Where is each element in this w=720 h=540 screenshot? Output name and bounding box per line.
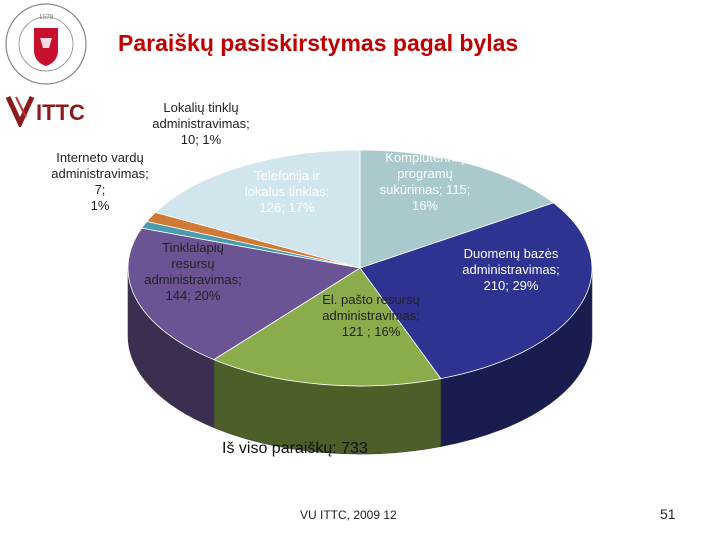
label-line: Duomenų bazės: [463, 246, 559, 261]
label-line: El. pašto resursų: [322, 292, 420, 307]
pie-slice-el-pa-to-resurs-administravimas: [212, 267, 442, 387]
label-line: programų: [397, 166, 453, 181]
data-label-database: Duomenų bazės administravimas; 210; 29%: [446, 246, 576, 294]
page-number: 51: [660, 506, 676, 522]
label-line: administravimas;: [462, 262, 560, 277]
label-line: 16%: [411, 198, 439, 213]
data-label-email: El. pašto resursų administravimas; 121 ;…: [308, 292, 434, 340]
pie-slice-telefonija-ir-lokalus-tinklas: [154, 149, 361, 269]
label-line: Kompiuterinių: [385, 150, 465, 165]
label-line: 126; 17%: [259, 200, 315, 215]
label-line: administravimas;: [322, 308, 420, 323]
footer-text: VU ITTC, 2009 12: [300, 508, 397, 522]
label-line: Tinklalapių: [162, 240, 224, 255]
data-label-programs: Kompiuterinių programų sukūrimas; 115; 1…: [362, 150, 488, 214]
seal-year: 1579: [39, 13, 54, 21]
label-line: lokalus tinklas;: [244, 184, 330, 199]
slide-title: Paraiškų pasiskirstymas pagal bylas: [118, 30, 519, 56]
data-label-domain-names: Interneto vardų administravimas; 7; 1%: [30, 150, 170, 214]
label-line: Lokalių tinklų: [163, 100, 239, 115]
label-line: 7;: [94, 182, 106, 197]
label-line: administravimas;: [144, 272, 242, 287]
label-line: 121 ; 16%: [341, 324, 401, 339]
label-line: administravimas;: [51, 166, 149, 181]
label-line: 144; 20%: [165, 288, 221, 303]
pie-slice-duomen-baz-s-administravimas: [359, 202, 593, 380]
label-line: Interneto vardų: [56, 150, 144, 165]
university-seal-logo: 1579: [5, 3, 87, 85]
total-applications: Iš viso paraiškų: 733: [222, 440, 368, 457]
label-line: administravimas;: [152, 116, 250, 131]
label-line: sukūrimas; 115;: [379, 182, 471, 197]
label-line: Telefonija ir: [254, 168, 320, 183]
ittc-logo: ITTC: [6, 95, 85, 127]
data-label-websites: Tinklalapių resursų administravimas; 144…: [130, 240, 256, 304]
label-line: 210; 29%: [483, 278, 539, 293]
data-label-telephony: Telefonija ir lokalus tinklas; 126; 17%: [224, 168, 350, 216]
label-line: resursų: [171, 256, 215, 271]
data-label-local-networks: Lokalių tinklų administravimas; 10; 1%: [136, 100, 266, 148]
pie-slice-kompiuterini-program-suk-rimas: [359, 149, 555, 269]
ittc-logo-text: ITTC: [36, 100, 85, 125]
label-line: 1%: [90, 198, 110, 213]
pie-slice-tinklalapi-resurs-administravimas: [127, 227, 362, 361]
label-line: 10; 1%: [180, 132, 222, 147]
